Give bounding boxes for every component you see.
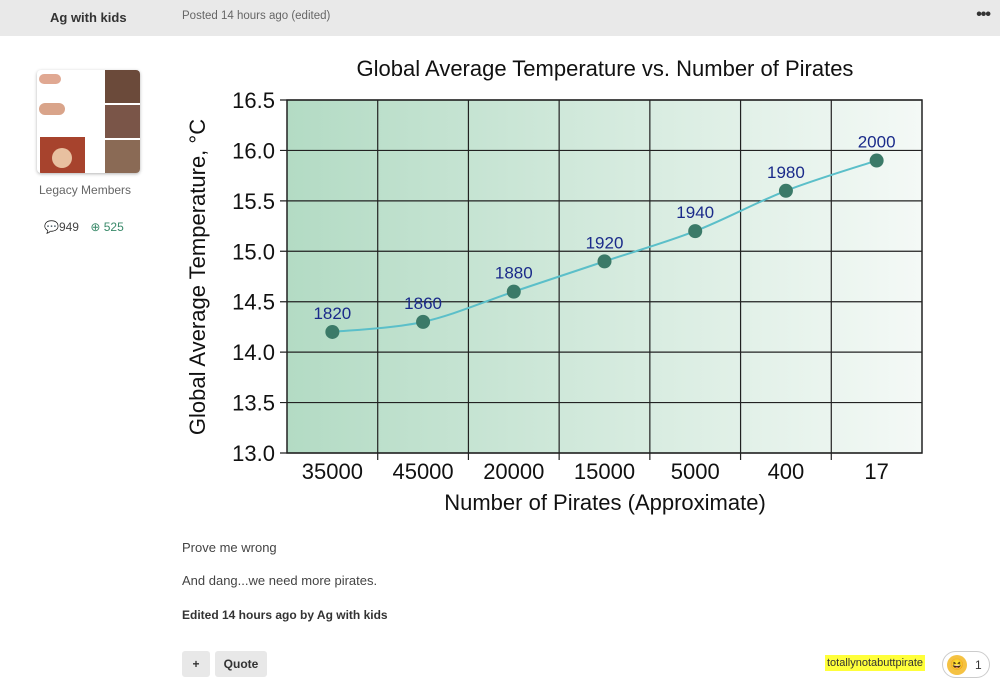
chart-title: Global Average Temperature vs. Number of… <box>357 56 854 81</box>
plus-circle-icon: ⊕ <box>90 220 101 234</box>
data-label: 1920 <box>586 233 624 252</box>
x-tick-label: 400 <box>768 459 805 484</box>
y-tick-label: 15.0 <box>232 239 275 264</box>
post-timestamp[interactable]: Posted 14 hours ago (edited) <box>182 10 331 22</box>
y-tick-label: 14.5 <box>232 290 275 315</box>
x-tick-label: 35000 <box>302 459 363 484</box>
data-point <box>778 183 793 198</box>
author-name[interactable]: Ag with kids <box>50 10 127 25</box>
data-point <box>325 324 340 339</box>
data-label: 1820 <box>313 304 351 323</box>
data-point <box>597 254 612 269</box>
x-tick-label: 15000 <box>574 459 635 484</box>
post-header: Ag with kids Posted 14 hours ago (edited… <box>0 0 1000 36</box>
data-label: 2000 <box>858 133 896 152</box>
laughing-emoji-icon: 😆 <box>947 654 967 675</box>
data-point <box>688 224 703 239</box>
chart: Global Average Temperature vs. Number of… <box>185 56 923 515</box>
comment-icon: 💬 <box>44 220 59 234</box>
edited-note: Edited 14 hours ago by Ag with kids <box>182 608 388 622</box>
data-label: 1860 <box>404 294 442 313</box>
member-group: Legacy Members <box>39 183 132 197</box>
data-point <box>869 153 884 168</box>
x-tick-label: 20000 <box>483 459 544 484</box>
data-label: 1940 <box>676 203 714 222</box>
x-tick-label: 5000 <box>671 459 720 484</box>
post-body-line: And dang...we need more pirates. <box>182 573 378 588</box>
reaction-user[interactable]: totallynotabuttpirate <box>825 655 926 671</box>
data-label: 1880 <box>495 264 533 283</box>
ellipsis-icon[interactable]: ••• <box>976 6 991 23</box>
post-body-line: Prove me wrong <box>182 540 277 555</box>
reputation-count: 525 <box>103 220 124 234</box>
data-point <box>416 314 431 329</box>
y-tick-label: 16.5 <box>232 88 275 113</box>
reaction-button[interactable]: 😆 1 <box>942 651 990 678</box>
quote-button[interactable]: Quote <box>215 651 267 677</box>
y-axis-label: Global Average Temperature, °C <box>185 119 210 435</box>
add-reaction-button[interactable]: + <box>182 651 210 677</box>
y-tick-label: 15.5 <box>232 189 275 214</box>
data-label: 1980 <box>767 163 805 182</box>
y-tick-label: 14.0 <box>232 340 275 365</box>
y-tick-label: 13.0 <box>232 441 275 466</box>
plot-area <box>287 100 922 453</box>
reaction-count: 1 <box>975 657 982 672</box>
x-tick-label: 17 <box>864 459 888 484</box>
data-point <box>506 284 521 299</box>
member-stats: 💬949 ⊕ 525 <box>44 220 124 234</box>
x-axis-label: Number of Pirates (Approximate) <box>444 490 766 515</box>
y-tick-label: 13.5 <box>232 391 275 416</box>
x-tick-label: 45000 <box>392 459 453 484</box>
comment-count: 949 <box>58 220 79 234</box>
y-tick-label: 16.0 <box>232 138 275 163</box>
avatar[interactable] <box>37 70 140 173</box>
